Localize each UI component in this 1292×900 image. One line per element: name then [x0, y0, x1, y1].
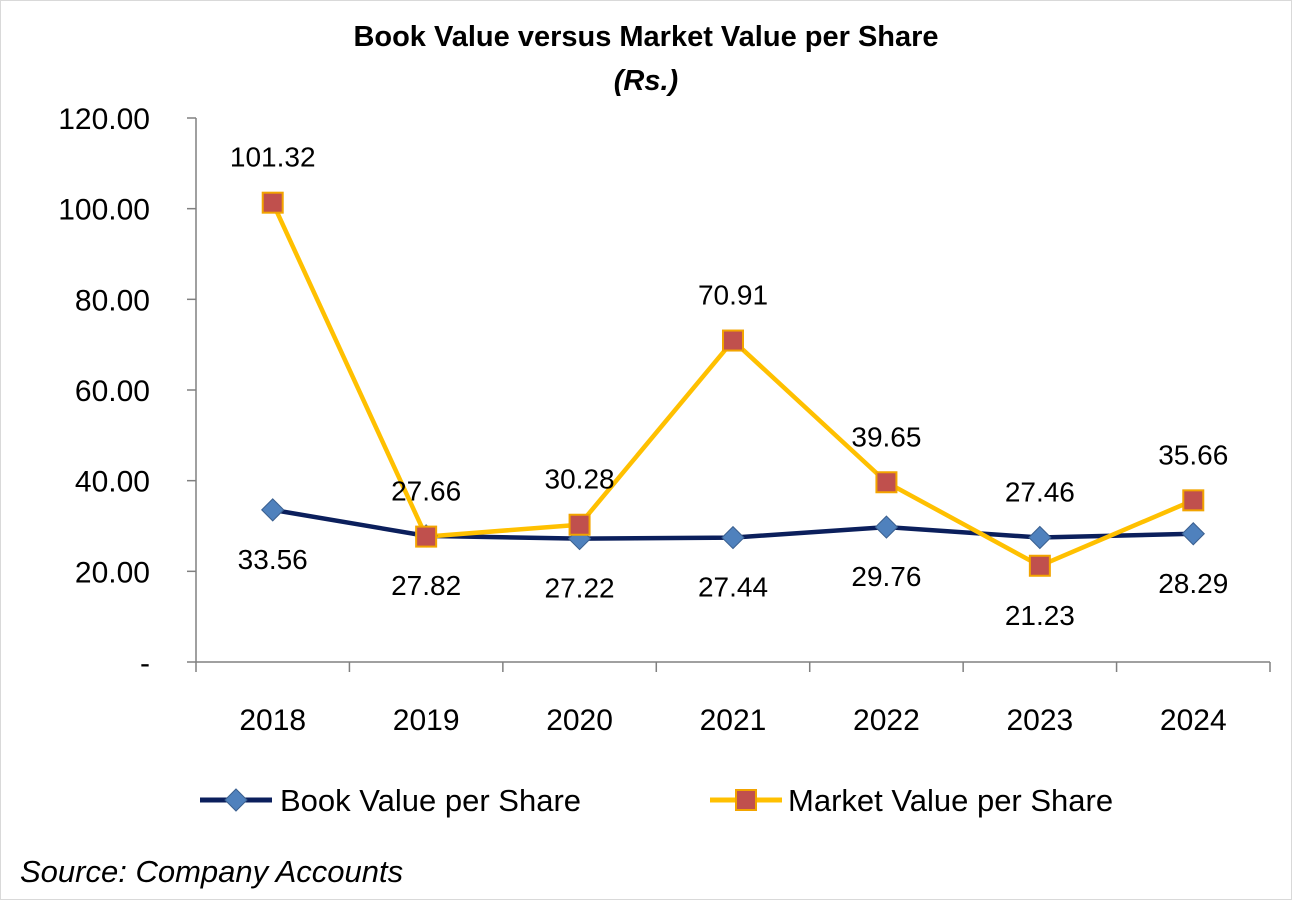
legend-marker-book-value [224, 788, 248, 812]
x-tick-label: 2023 [1006, 704, 1073, 737]
data-point-book-value [1181, 522, 1205, 546]
y-tick-label: 100.00 [58, 194, 150, 227]
y-tick-label: - [140, 647, 150, 680]
data-point-market-value [261, 191, 284, 214]
data-label-book-value: 27.22 [545, 573, 615, 604]
x-tick-label: 2018 [239, 704, 306, 737]
data-label-book-value: 27.46 [1005, 477, 1075, 508]
data-label-market-value: 39.65 [851, 421, 921, 452]
legend-label-book-value: Book Value per Share [280, 783, 581, 818]
x-tick-label: 2024 [1160, 704, 1227, 737]
axes: - 20.00 40.00 60.00 80.00 100.00 120.00 2018 201… [58, 103, 1271, 737]
data-label-market-value: 70.91 [698, 280, 768, 311]
y-tick-label: 60.00 [75, 375, 150, 408]
data-label-book-value: 33.56 [238, 544, 308, 575]
data-label-book-value: 28.29 [1158, 568, 1228, 599]
data-point-market-value [568, 513, 591, 536]
data-label-market-value: 30.28 [545, 464, 615, 495]
data-point-market-value [415, 525, 438, 548]
data-point-market-value [1028, 554, 1051, 577]
data-point-book-value [874, 515, 899, 539]
data-point-book-value [261, 498, 285, 522]
data-label-book-value: 27.44 [698, 572, 768, 603]
data-point-market-value [722, 329, 744, 352]
x-tick-label: 2020 [546, 704, 613, 737]
data-label-book-value: 29.76 [851, 561, 921, 592]
chart-title: Book Value versus Market Value per Share [353, 21, 938, 53]
data-point-market-value [1182, 489, 1205, 512]
x-tick-label: 2021 [700, 704, 767, 737]
data-labels: 33.56 27.82 27.22 27.44 29.76 27.46 28.29 101.3… [230, 142, 1228, 631]
y-tick-label: 40.00 [75, 466, 150, 499]
data-point-book-value [721, 525, 745, 550]
y-tick-label: 20.00 [75, 556, 150, 589]
data-label-book-value: 27.82 [391, 570, 461, 601]
data-label-market-value: 27.66 [391, 476, 461, 507]
x-tick-label: 2019 [393, 704, 460, 737]
source-note: Source: Company Accounts [20, 854, 403, 889]
data-label-market-value: 101.32 [230, 142, 316, 173]
legend-marker-market-value [735, 789, 757, 811]
chart-subtitle: (Rs.) [614, 65, 678, 97]
y-tick-label: 80.00 [75, 284, 150, 317]
series-layer [261, 191, 1205, 577]
data-label-market-value: 21.23 [1005, 600, 1075, 631]
x-tick-label: 2022 [853, 704, 920, 737]
data-point-market-value [875, 471, 898, 494]
y-tick-label: 120.00 [58, 103, 150, 136]
legend-label-market-value: Market Value per Share [788, 783, 1113, 818]
data-label-market-value: 35.66 [1158, 439, 1228, 470]
legend: Book Value per Share Market Value per Sha… [200, 783, 1113, 818]
data-point-book-value [1028, 525, 1052, 550]
series-line-market-value [270, 201, 1195, 569]
